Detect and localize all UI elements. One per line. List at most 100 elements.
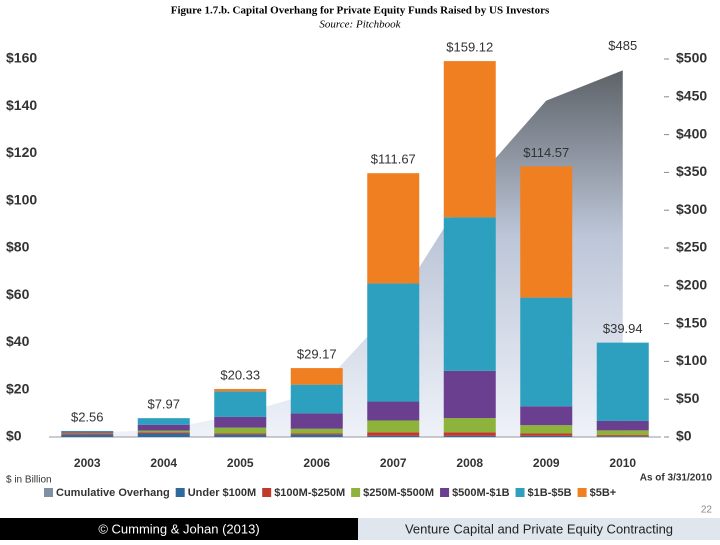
legend-swatch (577, 488, 587, 497)
y-tick-label: $120 (6, 144, 37, 160)
legend-label: $250M-$500M (363, 487, 434, 499)
legend-swatch (175, 488, 185, 497)
y-tick-label: $100 (6, 191, 37, 207)
total-label: $39.94 (603, 321, 643, 336)
bar-segment (214, 391, 267, 417)
bar-segment (214, 416, 267, 428)
bar-segment (367, 420, 420, 433)
bar-segment (520, 166, 573, 298)
unit-note: $ in Billion (6, 475, 52, 486)
bar-segment (290, 368, 343, 385)
legend-label: $100M-$250M (274, 487, 345, 499)
bar-segment (137, 418, 190, 425)
legend-swatch (515, 488, 525, 497)
x-tick-label: 2005 (227, 456, 254, 470)
bar-segment (61, 430, 114, 432)
bar-segment (520, 425, 573, 434)
bar-segment (596, 420, 649, 431)
legend-label: $500M-$1B (452, 487, 510, 499)
footer-right: Venture Capital and Private Equity Contr… (405, 521, 673, 536)
x-tick-label: 2004 (150, 456, 177, 470)
page-number: 22 (701, 505, 713, 516)
bar-segment (214, 388, 267, 392)
bar-segment (137, 424, 190, 431)
total-label: $114.57 (523, 145, 569, 160)
bar-segment (290, 433, 343, 435)
y2-tick-label: $450 (676, 88, 707, 104)
bar-segment (520, 297, 573, 407)
y-tick-label: $40 (6, 333, 30, 349)
y2-tick-label: $200 (676, 277, 707, 293)
legend-label: $1B-$5B (528, 487, 572, 499)
bar-segment (367, 173, 420, 284)
legend-label: Under $100M (188, 487, 256, 499)
bar-segment (290, 413, 343, 429)
bar-segment (61, 431, 114, 433)
bar-segment (520, 433, 573, 436)
bar-segment (214, 427, 267, 434)
bar-segment (290, 384, 343, 414)
bar-segment (443, 435, 496, 437)
total-label: $2.56 (71, 409, 104, 424)
bar-segment (214, 434, 267, 437)
chart-title: Figure 1.7.b. Capital Overhang for Priva… (171, 5, 550, 17)
bar-segment (290, 434, 343, 437)
area-value-label: $485 (608, 38, 637, 53)
chart-subtitle: Source: Pitchbook (319, 19, 401, 31)
x-tick-label: 2003 (74, 456, 101, 470)
legend-swatch (351, 488, 361, 497)
bar-segment (443, 370, 496, 419)
y-tick-label: $0 (6, 428, 22, 444)
x-tick-label: 2006 (303, 456, 330, 470)
x-tick-label: 2008 (456, 456, 483, 470)
y-tick-label: $140 (6, 97, 37, 113)
bar-segment (443, 61, 496, 218)
bar-segment (596, 436, 649, 437)
bar-segment (290, 428, 343, 434)
y2-tick-label: $500 (676, 50, 707, 66)
bar-segment (367, 283, 420, 402)
total-label: $111.67 (371, 152, 416, 167)
bar-segment (367, 435, 420, 437)
bar-segment (61, 432, 114, 434)
bar-segment (137, 430, 190, 433)
y-tick-label: $80 (6, 239, 30, 255)
bar-segment (137, 432, 190, 434)
total-label: $7.97 (147, 397, 180, 412)
y-tick-label: $20 (6, 380, 30, 396)
bar-segment (596, 435, 649, 437)
total-label: $20.33 (220, 367, 260, 382)
y2-tick-label: $350 (676, 163, 707, 179)
x-tick-label: 2010 (609, 456, 636, 470)
y-tick-label: $160 (6, 50, 37, 66)
bar-segment (61, 433, 114, 435)
legend-swatch (440, 488, 450, 497)
y2-tick-label: $300 (676, 201, 707, 217)
bar-segment (367, 401, 420, 421)
y2-tick-label: $150 (676, 314, 707, 330)
bar-segment (596, 430, 649, 436)
bar-segment (443, 432, 496, 436)
legend-label: $5B+ (590, 487, 617, 499)
footer-left-band (0, 518, 358, 540)
y2-tick-label: $250 (676, 239, 707, 255)
footer-left: © Cumming & Johan (2013) (98, 521, 259, 536)
total-label: $29.17 (297, 347, 337, 362)
bar-segment (443, 217, 496, 371)
y-tick-label: $60 (6, 286, 30, 302)
bar-segment (137, 433, 190, 437)
date-note: As of 3/31/2010 (640, 473, 713, 484)
x-tick-label: 2007 (380, 456, 407, 470)
y2-tick-label: $50 (676, 390, 700, 406)
x-tick-label: 2009 (533, 456, 560, 470)
y2-tick-label: $400 (676, 125, 707, 141)
bar-segment (443, 418, 496, 433)
bar-segment (367, 432, 420, 436)
bar-segment (596, 342, 649, 421)
total-label: $159.12 (446, 40, 493, 55)
y2-tick-label: $0 (676, 428, 692, 444)
legend-swatch (44, 488, 53, 497)
legend-swatch (262, 488, 272, 497)
bar-segment (520, 406, 573, 426)
